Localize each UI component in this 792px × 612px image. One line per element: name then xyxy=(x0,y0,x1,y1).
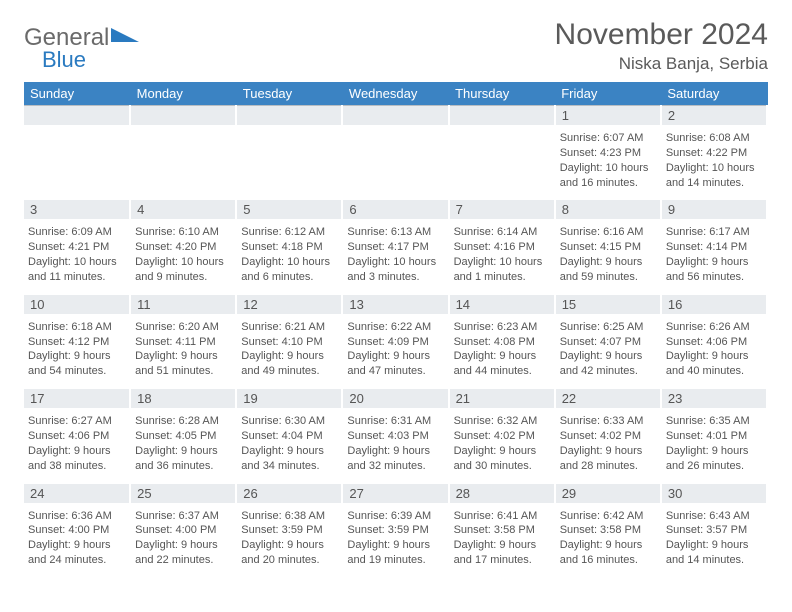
day-number-cell xyxy=(236,106,342,128)
day-data-cell: Sunrise: 6:08 AMSunset: 4:22 PMDaylight:… xyxy=(661,127,767,198)
day-data-cell xyxy=(130,127,236,198)
day-data-cell xyxy=(236,127,342,198)
day-data-row: Sunrise: 6:36 AMSunset: 4:00 PMDaylight:… xyxy=(24,505,767,576)
day-number-cell: 20 xyxy=(342,387,448,410)
day-data-cell: Sunrise: 6:42 AMSunset: 3:58 PMDaylight:… xyxy=(555,505,661,576)
day-number-row: 24252627282930 xyxy=(24,482,767,505)
day-number-cell: 8 xyxy=(555,198,661,221)
day-number-cell: 21 xyxy=(449,387,555,410)
day-data-row: Sunrise: 6:07 AMSunset: 4:23 PMDaylight:… xyxy=(24,127,767,198)
day-data-cell: Sunrise: 6:07 AMSunset: 4:23 PMDaylight:… xyxy=(555,127,661,198)
logo-triangle-icon xyxy=(111,28,139,55)
day-number-cell: 16 xyxy=(661,293,767,316)
calendar: SundayMondayTuesdayWednesdayThursdayFrid… xyxy=(24,82,768,578)
day-number-cell: 15 xyxy=(555,293,661,316)
day-data-cell: Sunrise: 6:37 AMSunset: 4:00 PMDaylight:… xyxy=(130,505,236,576)
header: General Blue November 2024 Niska Banja, … xyxy=(24,18,768,74)
day-number-cell: 2 xyxy=(661,106,767,128)
day-number-row: 12 xyxy=(24,106,767,128)
day-data-cell: Sunrise: 6:13 AMSunset: 4:17 PMDaylight:… xyxy=(342,221,448,292)
day-number-cell: 26 xyxy=(236,482,342,505)
day-number-cell xyxy=(24,106,130,128)
day-data-cell: Sunrise: 6:25 AMSunset: 4:07 PMDaylight:… xyxy=(555,316,661,387)
day-data-cell: Sunrise: 6:30 AMSunset: 4:04 PMDaylight:… xyxy=(236,410,342,481)
title-block: November 2024 Niska Banja, Serbia xyxy=(555,18,768,74)
weekday-header: Sunday xyxy=(24,82,130,106)
day-data-cell: Sunrise: 6:35 AMSunset: 4:01 PMDaylight:… xyxy=(661,410,767,481)
day-number-cell: 7 xyxy=(449,198,555,221)
weekday-header: Monday xyxy=(130,82,236,106)
location: Niska Banja, Serbia xyxy=(555,54,768,74)
day-number-cell: 4 xyxy=(130,198,236,221)
weekday-header-row: SundayMondayTuesdayWednesdayThursdayFrid… xyxy=(24,82,767,106)
day-data-cell: Sunrise: 6:38 AMSunset: 3:59 PMDaylight:… xyxy=(236,505,342,576)
day-data-cell: Sunrise: 6:26 AMSunset: 4:06 PMDaylight:… xyxy=(661,316,767,387)
day-data-cell: Sunrise: 6:22 AMSunset: 4:09 PMDaylight:… xyxy=(342,316,448,387)
day-number-cell: 13 xyxy=(342,293,448,316)
day-number-cell: 11 xyxy=(130,293,236,316)
day-number-cell: 27 xyxy=(342,482,448,505)
day-data-cell: Sunrise: 6:41 AMSunset: 3:58 PMDaylight:… xyxy=(449,505,555,576)
day-number-row: 3456789 xyxy=(24,198,767,221)
day-data-row: Sunrise: 6:09 AMSunset: 4:21 PMDaylight:… xyxy=(24,221,767,292)
day-number-cell: 22 xyxy=(555,387,661,410)
month-title: November 2024 xyxy=(555,18,768,52)
day-number-cell: 25 xyxy=(130,482,236,505)
day-data-cell: Sunrise: 6:21 AMSunset: 4:10 PMDaylight:… xyxy=(236,316,342,387)
day-number-cell: 14 xyxy=(449,293,555,316)
day-data-cell xyxy=(342,127,448,198)
day-data-cell: Sunrise: 6:27 AMSunset: 4:06 PMDaylight:… xyxy=(24,410,130,481)
day-number-cell: 19 xyxy=(236,387,342,410)
day-number-cell: 30 xyxy=(661,482,767,505)
day-data-cell: Sunrise: 6:18 AMSunset: 4:12 PMDaylight:… xyxy=(24,316,130,387)
day-number-cell: 24 xyxy=(24,482,130,505)
day-number-cell: 9 xyxy=(661,198,767,221)
day-number-cell xyxy=(449,106,555,128)
day-number-cell: 1 xyxy=(555,106,661,128)
day-number-cell: 6 xyxy=(342,198,448,221)
day-number-cell: 29 xyxy=(555,482,661,505)
day-data-cell: Sunrise: 6:32 AMSunset: 4:02 PMDaylight:… xyxy=(449,410,555,481)
day-data-cell xyxy=(24,127,130,198)
calendar-body: 12Sunrise: 6:07 AMSunset: 4:23 PMDayligh… xyxy=(24,106,767,576)
day-data-row: Sunrise: 6:27 AMSunset: 4:06 PMDaylight:… xyxy=(24,410,767,481)
day-data-cell: Sunrise: 6:10 AMSunset: 4:20 PMDaylight:… xyxy=(130,221,236,292)
day-number-cell: 18 xyxy=(130,387,236,410)
day-number-cell: 5 xyxy=(236,198,342,221)
day-data-cell: Sunrise: 6:39 AMSunset: 3:59 PMDaylight:… xyxy=(342,505,448,576)
day-number-cell: 17 xyxy=(24,387,130,410)
day-number-cell xyxy=(342,106,448,128)
day-data-cell: Sunrise: 6:43 AMSunset: 3:57 PMDaylight:… xyxy=(661,505,767,576)
day-data-row: Sunrise: 6:18 AMSunset: 4:12 PMDaylight:… xyxy=(24,316,767,387)
day-number-row: 10111213141516 xyxy=(24,293,767,316)
logo: General Blue xyxy=(24,18,139,70)
day-number-cell: 23 xyxy=(661,387,767,410)
day-number-cell: 12 xyxy=(236,293,342,316)
day-number-cell: 28 xyxy=(449,482,555,505)
weekday-header: Thursday xyxy=(449,82,555,106)
day-data-cell: Sunrise: 6:12 AMSunset: 4:18 PMDaylight:… xyxy=(236,221,342,292)
day-data-cell xyxy=(449,127,555,198)
day-data-cell: Sunrise: 6:09 AMSunset: 4:21 PMDaylight:… xyxy=(24,221,130,292)
day-data-cell: Sunrise: 6:20 AMSunset: 4:11 PMDaylight:… xyxy=(130,316,236,387)
logo-word-blue: Blue xyxy=(42,50,109,70)
day-data-cell: Sunrise: 6:36 AMSunset: 4:00 PMDaylight:… xyxy=(24,505,130,576)
weekday-header: Wednesday xyxy=(342,82,448,106)
day-number-row: 17181920212223 xyxy=(24,387,767,410)
weekday-header: Friday xyxy=(555,82,661,106)
day-data-cell: Sunrise: 6:28 AMSunset: 4:05 PMDaylight:… xyxy=(130,410,236,481)
day-data-cell: Sunrise: 6:23 AMSunset: 4:08 PMDaylight:… xyxy=(449,316,555,387)
logo-text: General Blue xyxy=(24,24,109,70)
day-data-cell: Sunrise: 6:16 AMSunset: 4:15 PMDaylight:… xyxy=(555,221,661,292)
weekday-header: Tuesday xyxy=(236,82,342,106)
day-number-cell: 10 xyxy=(24,293,130,316)
day-data-cell: Sunrise: 6:14 AMSunset: 4:16 PMDaylight:… xyxy=(449,221,555,292)
day-data-cell: Sunrise: 6:17 AMSunset: 4:14 PMDaylight:… xyxy=(661,221,767,292)
day-number-cell xyxy=(130,106,236,128)
day-data-cell: Sunrise: 6:33 AMSunset: 4:02 PMDaylight:… xyxy=(555,410,661,481)
calendar-table: SundayMondayTuesdayWednesdayThursdayFrid… xyxy=(24,82,768,578)
weekday-header: Saturday xyxy=(661,82,767,106)
day-data-cell: Sunrise: 6:31 AMSunset: 4:03 PMDaylight:… xyxy=(342,410,448,481)
day-number-cell: 3 xyxy=(24,198,130,221)
